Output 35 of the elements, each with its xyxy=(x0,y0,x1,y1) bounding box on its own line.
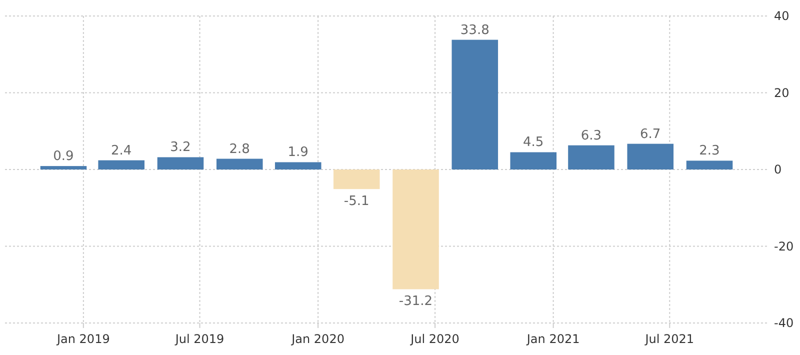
bar xyxy=(40,166,87,170)
y-tick-label: -20 xyxy=(774,239,794,254)
data-label: 4.5 xyxy=(523,135,544,150)
bar xyxy=(392,170,439,290)
data-label: 6.7 xyxy=(640,126,661,142)
y-tick-label: 20 xyxy=(774,86,790,100)
data-label: 2.4 xyxy=(111,143,132,158)
x-tick-label: Jan 2019 xyxy=(56,332,110,346)
x-tick-label: Jul 2019 xyxy=(174,332,224,346)
x-tick-label: Jan 2020 xyxy=(290,332,344,346)
bar xyxy=(627,144,674,170)
bar xyxy=(510,152,557,170)
data-label: 3.2 xyxy=(170,140,191,156)
x-tick-label: Jul 2021 xyxy=(644,332,694,346)
data-label: 33.8 xyxy=(460,22,490,38)
data-label: 1.9 xyxy=(288,145,308,160)
data-label: 6.3 xyxy=(580,128,602,144)
data-label: 2.8 xyxy=(229,142,250,157)
bar xyxy=(216,158,263,170)
bar xyxy=(686,160,733,170)
y-tick-label: 40 xyxy=(774,9,790,23)
data-label: -5.1 xyxy=(344,194,370,210)
bar xyxy=(568,145,614,170)
x-tick-label: Jan 2021 xyxy=(526,332,580,346)
x-tick-label: Jul 2020 xyxy=(410,332,460,346)
bar xyxy=(157,157,204,170)
y-tick-label: 0 xyxy=(774,162,782,176)
data-label: 2.3 xyxy=(699,144,720,159)
data-label: -31.2 xyxy=(398,294,433,310)
y-tick-label: -40 xyxy=(774,316,794,330)
data-label: 0.9 xyxy=(53,149,74,164)
bar xyxy=(98,160,144,170)
bar xyxy=(274,162,322,170)
bar xyxy=(452,40,498,170)
bar xyxy=(333,170,380,190)
